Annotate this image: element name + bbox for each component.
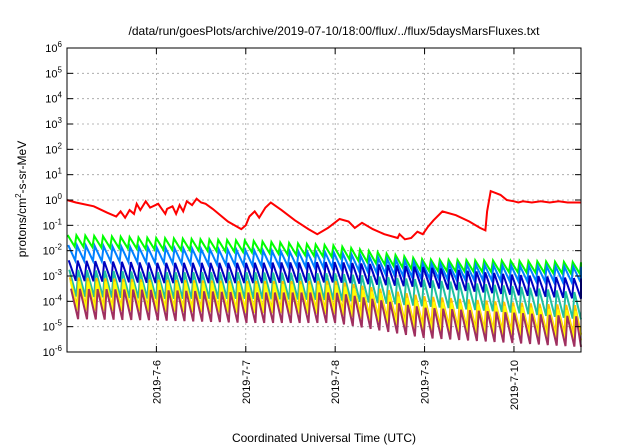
y-tick-label: 10-2 (43, 243, 63, 258)
y-tick-label: 10-4 (43, 293, 63, 308)
y-tick-label: 10-3 (43, 268, 63, 283)
chart-title: /data/run/goesPlots/archive/2019-07-10/1… (129, 24, 541, 38)
y-axis-title-suffix: -s-sr-MeV (15, 141, 29, 194)
y-tick-label: 10-5 (43, 319, 63, 334)
series-line (68, 269, 582, 320)
y-tick-label: 101 (45, 167, 62, 182)
x-tick-label: 2019-7-7 (241, 360, 253, 404)
y-tick-label: 10-6 (43, 344, 63, 359)
x-tick-labels: 2019-7-6 2019-7-7 2019-7-8 2019-7-9 2019-7-1… (151, 360, 521, 410)
y-tick-label: 10-1 (43, 217, 63, 232)
series-line (66, 189, 581, 241)
series-line (67, 241, 582, 286)
y-tick-label: 105 (45, 65, 62, 80)
x-tick-label: 2019-7-8 (330, 360, 342, 404)
y-tick-label: 103 (45, 116, 62, 131)
y-axis-title: protons/cm2-s-sr-MeV (14, 141, 29, 257)
series-line (67, 259, 582, 300)
y-tick-label: 102 (45, 141, 62, 156)
x-tick-label: 2019-7-9 (420, 360, 432, 404)
series-line (70, 288, 582, 348)
y-tick-label: 106 (45, 40, 62, 55)
x-axis-title: Coordinated Universal Time (UTC) (232, 431, 416, 445)
series-line (69, 280, 582, 341)
y-axis-title-prefix: protons/cm (15, 198, 29, 257)
y-tick-labels: 106 105 104 103 102 101 100 10-1 10-2 10-3 10-4 10-… (43, 40, 63, 359)
series-line (66, 232, 582, 277)
x-tick-label: 2019-7-10 (509, 360, 521, 410)
tick-layer (67, 47, 581, 353)
x-tick-label: 2019-7-6 (151, 360, 163, 404)
y-tick-label: 104 (45, 91, 62, 106)
y-axis-title-sup: 2 (14, 193, 23, 198)
y-tick-label: 100 (45, 192, 62, 207)
series-layer (66, 189, 582, 348)
